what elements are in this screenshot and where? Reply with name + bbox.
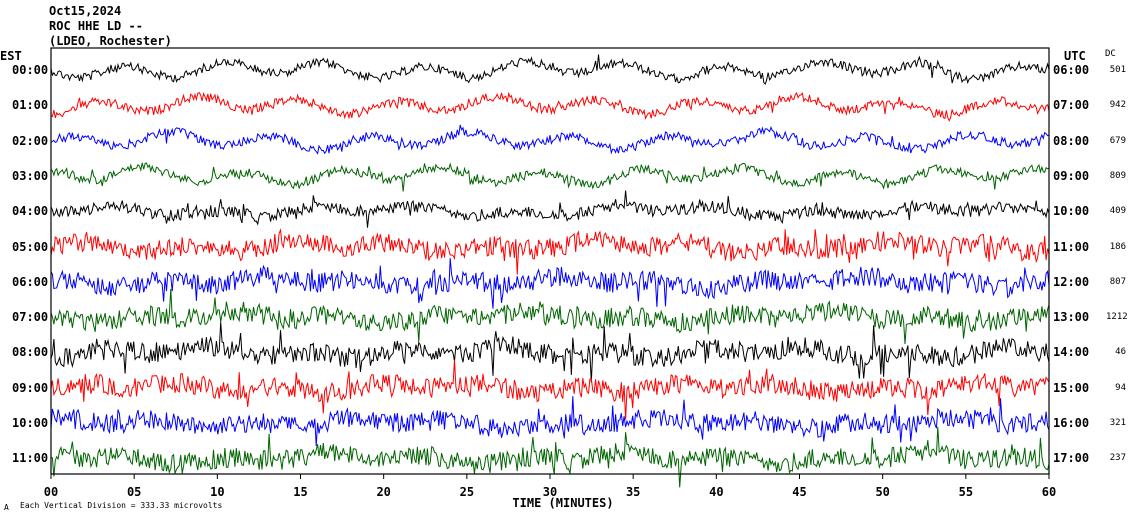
network-label: (LDEO, Rochester) <box>49 34 172 48</box>
x-tick-label: 25 <box>460 485 474 499</box>
est-time-label: 10:00 <box>12 416 49 430</box>
x-tick-label: 40 <box>709 485 723 499</box>
dc-offset-label: 807 <box>1109 276 1126 287</box>
trace-row-0200 <box>50 124 1050 155</box>
trace-row-0400 <box>50 190 1050 228</box>
date-label: Oct15,2024 <box>49 4 122 18</box>
utc-time-label: 11:00 <box>1053 239 1090 254</box>
utc-time-label: 07:00 <box>1053 98 1090 113</box>
x-tick-label: 20 <box>376 485 390 499</box>
utc-time-label: 16:00 <box>1053 416 1090 430</box>
x-tick-layer: 00 05 10 15 20 25 30 35 40 45 50 55 60 <box>44 474 1056 499</box>
x-tick-label: 50 <box>875 485 889 499</box>
trace-row-1000 <box>50 396 1050 447</box>
dc-offset-label: 1212 <box>1106 312 1128 323</box>
utc-time-label: 17:00 <box>1053 451 1090 466</box>
trace-row-0800 <box>50 322 1050 383</box>
dc-offset-label: 409 <box>1109 206 1126 217</box>
trace-row-0100 <box>50 91 1050 122</box>
utc-time-label: 09:00 <box>1053 168 1090 183</box>
x-tick-label: 35 <box>626 485 640 499</box>
x-tick-label: 60 <box>1042 485 1056 499</box>
dc-offset-label: 186 <box>1109 241 1126 252</box>
x-tick-label: 00 <box>44 485 58 499</box>
x-tick-label: 55 <box>959 485 973 499</box>
dc-offset-label: 679 <box>1109 135 1126 146</box>
utc-time-label: 10:00 <box>1053 204 1090 219</box>
footer-mark: A <box>4 503 9 512</box>
trace-row-1100 <box>50 426 1050 488</box>
x-tick-label: 10 <box>210 485 224 499</box>
x-tick-label: 45 <box>792 485 806 499</box>
est-time-label: 04:00 <box>12 204 49 219</box>
est-time-label: 00:00 <box>12 63 49 77</box>
dc-offset-label: 46 <box>1115 347 1126 358</box>
dc-label: DC <box>1105 49 1116 59</box>
est-time-label: 06:00 <box>12 274 49 289</box>
x-tick-label: 05 <box>127 485 141 499</box>
trace-row-0500 <box>50 228 1050 275</box>
x-tick-label: 15 <box>293 485 307 499</box>
est-time-label: 11:00 <box>12 451 49 466</box>
utc-time-label: 15:00 <box>1053 380 1090 395</box>
utc-time-label: 06:00 <box>1053 63 1090 77</box>
utc-label: UTC <box>1064 49 1086 63</box>
trace-row-0700 <box>50 288 1050 345</box>
scale-note: Each Vertical Division = 333.33 microvol… <box>20 501 222 510</box>
trace-row-0300 <box>50 162 1050 192</box>
est-time-label: 07:00 <box>12 310 49 325</box>
dc-offset-label: 321 <box>1109 418 1126 428</box>
est-time-label: 01:00 <box>12 98 49 113</box>
utc-time-label: 12:00 <box>1053 274 1090 289</box>
est-label: EST <box>0 49 22 63</box>
trace-layer <box>50 54 1050 488</box>
utc-time-label: 14:00 <box>1053 345 1090 360</box>
est-time-label: 09:00 <box>12 380 49 395</box>
x-tick-label: 30 <box>543 485 557 499</box>
est-time-label: 03:00 <box>12 168 49 183</box>
dc-offset-label: 237 <box>1109 453 1126 464</box>
station-label: ROC HHE LD -- <box>49 19 143 33</box>
est-time-label: 02:00 <box>12 133 49 148</box>
trace-row-0600 <box>50 258 1050 309</box>
x-axis-label: TIME (MINUTES) <box>512 496 613 510</box>
utc-time-label: 08:00 <box>1053 133 1090 148</box>
dc-offset-label: 501 <box>1109 65 1126 75</box>
plot-frame <box>50 47 1050 475</box>
est-time-label: 08:00 <box>12 345 49 360</box>
utc-time-label: 13:00 <box>1053 310 1090 325</box>
est-time-label: 05:00 <box>12 239 49 254</box>
trace-row-0000 <box>50 54 1050 85</box>
dc-offset-label: 809 <box>1109 170 1126 181</box>
dc-offset-label: 942 <box>1109 100 1126 111</box>
dc-offset-label: 94 <box>1115 382 1126 393</box>
trace-row-0900 <box>50 359 1050 420</box>
